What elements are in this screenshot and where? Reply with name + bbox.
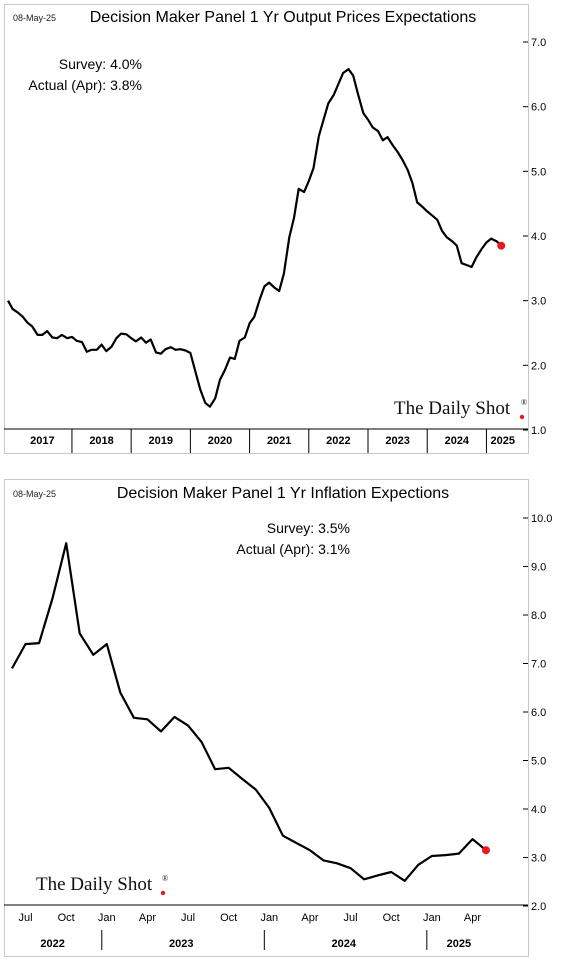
- watermark-mark: ®: [162, 874, 168, 883]
- x-tick-label: 2023: [385, 435, 409, 447]
- x-month-label: Apr: [301, 912, 318, 924]
- x-month-label: Oct: [220, 912, 237, 924]
- y-tick-label: 3.0: [531, 853, 546, 865]
- series-line: [7, 68, 502, 408]
- x-month-label: Jan: [423, 912, 441, 924]
- watermark-logo: The Daily Shot ®: [36, 874, 168, 896]
- x-tick-label: 2019: [149, 435, 173, 447]
- watermark-text: The Daily Shot: [394, 398, 511, 419]
- x-month-label: Apr: [464, 912, 481, 924]
- watermark-mark: ®: [521, 398, 527, 407]
- y-axis: 2.0 3.0 4.0 5.0 6.0 7.0 8.0 9.0 10.0: [523, 513, 552, 913]
- watermark-dot: [519, 414, 525, 420]
- latest-point-marker: [497, 241, 506, 250]
- chart-title: Decision Maker Panel 1 Yr Output Prices …: [90, 9, 477, 26]
- x-year-label: 2022: [40, 938, 64, 950]
- annotation-actual: Actual (Apr): 3.8%: [28, 77, 142, 93]
- y-tick-label: 7.0: [531, 37, 546, 49]
- x-month-label: Jan: [98, 912, 116, 924]
- x-month-label: Jul: [181, 912, 195, 924]
- y-tick-label: 5.0: [531, 756, 546, 768]
- watermark-logo: The Daily Shot ®: [394, 398, 527, 420]
- annotation-survey: Survey: 3.5%: [267, 520, 350, 536]
- y-tick-label: 4.0: [531, 804, 546, 816]
- y-tick-label: 2.0: [531, 360, 546, 372]
- date-stamp: 08-May-25: [13, 489, 56, 499]
- x-tick-label: 2021: [267, 435, 291, 447]
- y-tick-label: 5.0: [531, 166, 546, 178]
- watermark-dot: [160, 890, 166, 896]
- x-month-label: Jan: [260, 912, 278, 924]
- y-tick-label: 4.0: [531, 231, 546, 243]
- x-month-label: Apr: [139, 912, 156, 924]
- x-month-label: Jul: [344, 912, 358, 924]
- x-axis: 2017 2018 2019 2020 2021 2022 2023 2024 2025: [4, 428, 528, 453]
- chart-inflation-expectations: 08-May-25 Decision Maker Panel 1 Yr Infl…: [4, 479, 552, 957]
- y-axis: 1.0 2.0 3.0 4.0 5.0 6.0 7.0: [523, 37, 546, 437]
- series-layer: [11, 542, 490, 882]
- x-tick-label: 2018: [89, 435, 113, 447]
- plot-frame: [4, 479, 529, 957]
- annotation-actual: Actual (Apr): 3.1%: [236, 541, 350, 557]
- x-month-label: Oct: [58, 912, 75, 924]
- y-tick-label: 9.0: [531, 562, 546, 574]
- series-layer: [7, 68, 506, 408]
- x-tick-label: 2024: [445, 435, 470, 447]
- latest-point-marker: [482, 846, 490, 855]
- y-tick-label: 7.0: [531, 659, 546, 671]
- chart-output-prices: 08-May-25 Decision Maker Panel 1 Yr Outp…: [4, 4, 546, 454]
- chart-title: Decision Maker Panel 1 Yr Inflation Expe…: [117, 485, 449, 502]
- x-tick-label: 2022: [326, 435, 350, 447]
- x-month-label: Oct: [383, 912, 400, 924]
- x-axis: Jul Oct Jan Apr Jul Oct Jan Apr Jul Oct Jan Apr 2022…: [4, 904, 528, 950]
- y-tick-label: 1.0: [531, 425, 546, 437]
- x-year-label: 2025: [447, 938, 471, 950]
- x-year-label: 2024: [332, 938, 357, 950]
- x-month-label: Jul: [19, 912, 33, 924]
- y-tick-label: 10.0: [531, 513, 552, 525]
- watermark-text: The Daily Shot: [36, 874, 153, 895]
- y-tick-label: 3.0: [531, 296, 546, 308]
- y-tick-label: 2.0: [531, 901, 546, 913]
- annotation-survey: Survey: 4.0%: [59, 56, 142, 72]
- y-tick-label: 6.0: [531, 102, 546, 114]
- y-tick-label: 8.0: [531, 610, 546, 622]
- x-year-label: 2023: [169, 938, 193, 950]
- x-tick-label: 2020: [208, 435, 232, 447]
- plot-frame: [4, 4, 529, 454]
- date-stamp: 08-May-25: [13, 13, 56, 23]
- x-tick-label: 2025: [490, 435, 514, 447]
- x-tick-label: 2017: [30, 435, 54, 447]
- y-tick-label: 6.0: [531, 707, 546, 719]
- series-line: [11, 542, 487, 882]
